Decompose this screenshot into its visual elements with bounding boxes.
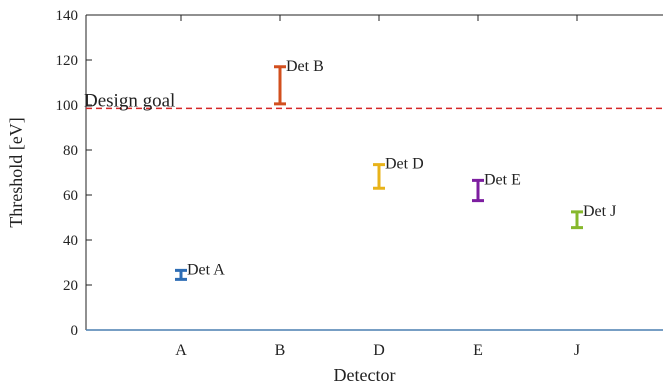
design-goal-label: Design goal [84,90,175,111]
y-tick-label: 60 [63,188,78,204]
y-tick-label: 100 [56,98,79,114]
series-data-label: Det D [385,156,424,173]
x-tick-label: E [473,342,483,359]
y-tick-label: 20 [63,278,78,294]
y-tick-label: 80 [63,143,78,159]
x-tick-label: D [373,342,385,359]
x-tick-label: J [574,342,580,359]
series-data-label: Det J [583,203,616,220]
x-tick-label: B [275,342,286,359]
x-axis-label: Detector [334,365,396,385]
y-tick-label: 40 [63,233,78,249]
series-data-label: Det B [286,58,324,75]
series-data-label: Det A [187,261,225,278]
y-tick-label: 140 [56,8,79,24]
y-axis-label: Threshold [eV] [6,117,26,227]
plot-layer: 0 20 40 60 80 100 120 140 A B D E J Design goal Det A D… [56,8,663,359]
x-tick-label: A [175,342,187,359]
y-tick-label: 120 [56,53,79,69]
y-tick-label: 0 [71,323,79,339]
series-data-label: Det E [484,171,521,188]
